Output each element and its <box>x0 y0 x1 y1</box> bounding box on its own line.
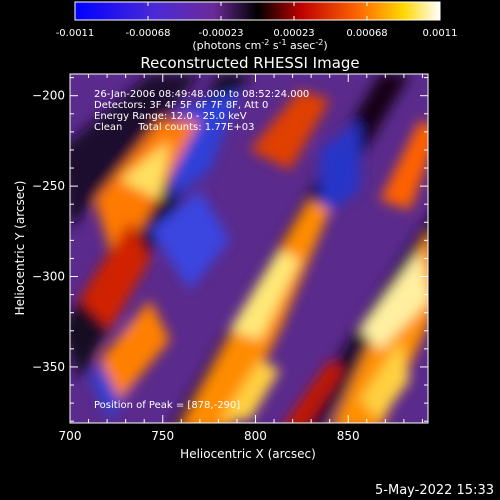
y-tick-label: −200 <box>32 89 65 103</box>
colorbar-tick-label: -0.00023 <box>199 28 244 39</box>
bright-band <box>360 340 410 420</box>
plot-frame <box>69 73 429 424</box>
colorbar: -0.0011 -0.00068 -0.00023 0.00023 0.00068 0.0… <box>56 1 458 52</box>
bright-band <box>120 140 170 200</box>
heatmap-image <box>70 74 428 423</box>
bright-band <box>285 360 345 423</box>
colorbar-tick-label: -0.0011 <box>56 28 95 39</box>
y-tick-label: −250 <box>32 179 65 193</box>
colorbar-tick-label: 0.0011 <box>423 28 458 39</box>
x-tick-label: 800 <box>244 429 267 443</box>
bright-band <box>230 250 300 340</box>
bright-band <box>250 90 330 170</box>
y-axis-label: Heliocentric Y (arcsec) <box>13 181 27 316</box>
plot-annotations: 26-Jan-2006 08:49:48.000 to 08:52:24.000… <box>94 89 309 411</box>
x-tick-label: 700 <box>59 429 82 443</box>
annotation-time-range: 26-Jan-2006 08:49:48.000 to 08:52:24.000 <box>94 89 309 100</box>
bright-band <box>380 120 428 210</box>
x-tick-label: 850 <box>337 429 360 443</box>
colorbar-tick-label: -0.00068 <box>126 28 171 39</box>
footer-date: 5-May-2022 15:33 <box>375 483 494 498</box>
bright-band <box>80 220 150 330</box>
annotation-energy-range: Energy Range: 12.0 - 25.0 keV <box>94 111 247 122</box>
annotation-clean-counts: Clean Total counts: 1.77E+03 <box>94 122 254 133</box>
axis-ticks: 700 750 800 850 −200 −250 −300 −350 <box>32 74 428 443</box>
colorbar-ticks: -0.0011 -0.00068 -0.00023 0.00023 0.00068 0.0… <box>56 2 458 39</box>
colorbar-tick-label: 0.00068 <box>346 28 387 39</box>
blue-region <box>150 190 230 290</box>
heatmap-structures <box>70 74 428 423</box>
x-tick-label: 750 <box>151 429 174 443</box>
colorbar-unit-label: (photons cm-2 s-1 asec-2) <box>192 38 327 52</box>
y-tick-label: −350 <box>32 360 65 374</box>
chart-title: Reconstructed RHESSI Image <box>140 54 359 72</box>
x-axis-label: Heliocentric X (arcsec) <box>180 447 316 461</box>
annotation-peak-position: Position of Peak = [878,-290] <box>94 400 240 411</box>
y-tick-label: −300 <box>32 270 65 284</box>
bright-band <box>100 300 170 400</box>
blue-region <box>170 90 240 200</box>
colorbar-gradient <box>74 1 441 21</box>
blue-region <box>320 120 360 220</box>
bright-band <box>220 360 280 420</box>
colorbar-tick-label: 0.00023 <box>273 28 314 39</box>
bright-band <box>360 250 428 350</box>
annotation-detectors: Detectors: 3F 4F 5F 6F 7F 8F, Att 0 <box>94 100 268 111</box>
